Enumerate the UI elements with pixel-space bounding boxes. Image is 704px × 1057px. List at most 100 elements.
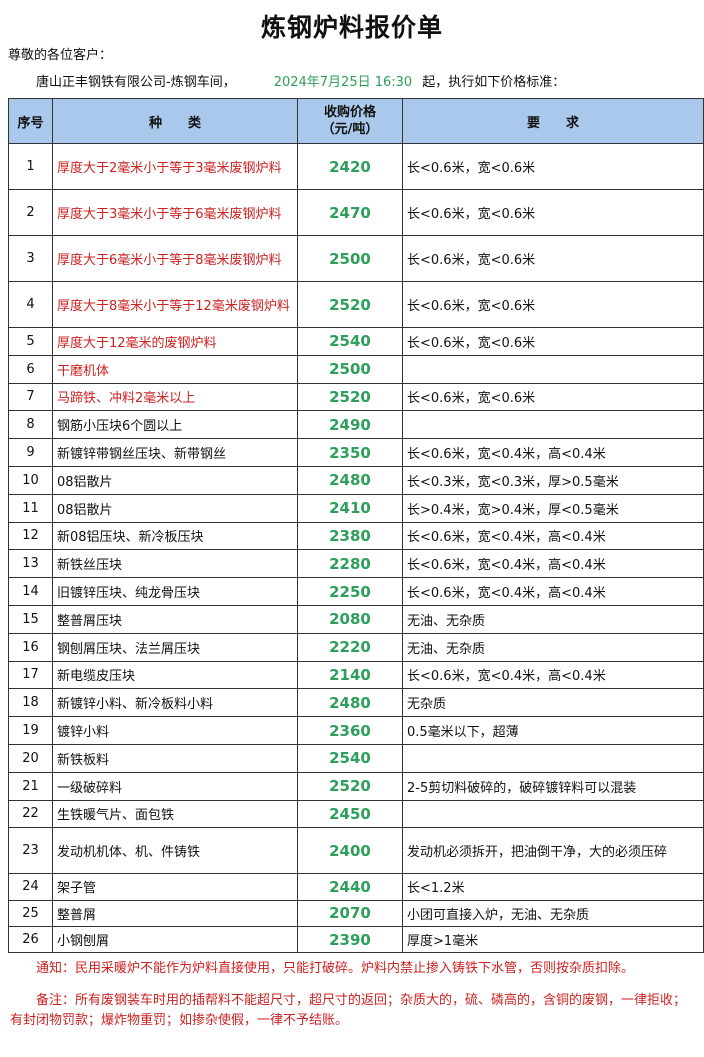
row-price: 2480 [297, 688, 403, 718]
row-type: 新镀锌带钢丝压块、新带钢丝 [52, 438, 298, 467]
row-index: 13 [8, 549, 53, 579]
row-index: 24 [8, 873, 53, 901]
row-index: 22 [8, 799, 53, 829]
row-index: 9 [8, 438, 53, 467]
remark-text: 备注：所有废钢装车时用的插帮料不能超尺寸，超尺寸的返回；杂质大的，硫、磷高的，含… [10, 993, 687, 1029]
row-index: 11 [8, 493, 53, 523]
row-requirement: 发动机必须拆开，把油倒干净，大的必须压碎 [402, 827, 704, 875]
table-row: 1 厚度大于2毫米小于等于3毫米废钢炉料 2420 长<0.6米，宽<0.6米 [8, 143, 704, 190]
company-name: 唐山正丰钢铁有限公司-炼钢车间， [36, 75, 236, 90]
notice-text: 通知：民用采暖炉不能作为炉料直接使用，只能打破碎。炉料内禁止掺入铸铁下水管，否则… [36, 961, 635, 977]
row-price: 2540 [297, 743, 403, 773]
row-price: 2440 [297, 873, 403, 901]
row-requirement: 长<0.6米，宽<0.4米，高<0.4米 [402, 660, 704, 690]
table-row: 10 08铝散片 2480 长<0.3米，宽<0.3米，厚>0.5毫米 [8, 465, 704, 495]
row-price: 2480 [297, 465, 403, 495]
row-requirement: 2-5剪切料破碎的，破碎镀锌料可以混装 [402, 771, 704, 801]
row-type: 新镀锌小料、新冷板料小料 [52, 688, 298, 718]
row-type: 厚度大于8毫米小于等于12毫米废钢炉料 [52, 281, 298, 328]
row-index: 1 [8, 143, 53, 190]
row-type: 钢刨屑压块、法兰屑压块 [52, 632, 298, 662]
table-row: 2 厚度大于3毫米小于等于6毫米废钢炉料 2470 长<0.6米，宽<0.6米 [8, 189, 704, 236]
row-price: 2390 [297, 925, 403, 954]
row-index: 17 [8, 660, 53, 690]
row-requirement: 长<0.6米，宽<0.6米 [402, 281, 704, 328]
row-requirement: 长<0.6米，宽<0.6米 [402, 143, 704, 190]
row-type: 小钢刨屑 [52, 925, 298, 954]
row-index: 20 [8, 743, 53, 773]
row-index: 2 [8, 189, 53, 236]
row-type: 厚度大于6毫米小于等于8毫米废钢炉料 [52, 235, 298, 282]
table-row: 22 生铁暖气片、面包铁 2450 [8, 799, 704, 829]
effective-datetime: 2024年7月25日 16:30 [273, 75, 413, 90]
row-type: 整普屑压块 [52, 604, 298, 634]
row-type: 厚度大于12毫米的废钢炉料 [52, 327, 298, 356]
row-price: 2400 [297, 827, 403, 875]
row-index: 25 [8, 899, 53, 927]
row-index: 12 [8, 521, 53, 551]
table-row: 25 整普屑 2070 小团可直接入炉，无油、无杂质 [8, 899, 704, 927]
table-row: 26 小钢刨屑 2390 厚度>1毫米 [8, 925, 704, 954]
table-row: 19 镀锌小料 2360 0.5毫米以下，超薄 [8, 716, 704, 745]
row-requirement [402, 743, 704, 773]
row-index: 21 [8, 771, 53, 801]
row-type: 新08铝压块、新冷板压块 [52, 521, 298, 551]
table-row: 14 旧镀锌压块、纯龙骨压块 2250 长<0.6米，宽<0.4米，高<0.4米 [8, 577, 704, 606]
table-row: 4 厚度大于8毫米小于等于12毫米废钢炉料 2520 长<0.6米，宽<0.6米 [8, 281, 704, 328]
row-type: 新铁板料 [52, 743, 298, 773]
row-requirement [402, 354, 704, 384]
table-row: 7 马蹄铁、冲料2毫米以上 2520 长<0.6米，宽<0.6米 [8, 382, 704, 412]
header-price: 收购价格 （元/吨） [297, 98, 403, 144]
row-price: 2070 [297, 899, 403, 927]
row-price: 2410 [297, 493, 403, 523]
row-requirement: 厚度>1毫米 [402, 925, 704, 954]
row-price: 2220 [297, 632, 403, 662]
table-row: 13 新铁丝压块 2280 长<0.6米，宽<0.4米，高<0.4米 [8, 549, 704, 579]
row-type: 厚度大于3毫米小于等于6毫米废钢炉料 [52, 189, 298, 236]
row-index: 18 [8, 688, 53, 718]
row-price: 2520 [297, 771, 403, 801]
row-requirement: 无油、无杂质 [402, 604, 704, 634]
row-price: 2280 [297, 549, 403, 579]
header-requirement: 要 求 [402, 98, 704, 144]
header-index: 序号 [8, 98, 53, 144]
row-type: 钢筋小压块6个圆以上 [52, 410, 298, 440]
table-row: 16 钢刨屑压块、法兰屑压块 2220 无油、无杂质 [8, 632, 704, 662]
row-index: 16 [8, 632, 53, 662]
row-requirement: 长<1.2米 [402, 873, 704, 901]
row-index: 5 [8, 327, 53, 356]
row-requirement: 无杂质 [402, 688, 704, 718]
row-requirement: 长<0.6米，宽<0.6米 [402, 327, 704, 356]
row-type: 厚度大于2毫米小于等于3毫米废钢炉料 [52, 143, 298, 190]
row-requirement: 长<0.6米，宽<0.6米 [402, 235, 704, 282]
row-index: 8 [8, 410, 53, 440]
row-requirement: 长<0.6米，宽<0.4米，高<0.4米 [402, 549, 704, 579]
row-requirement: 长<0.3米，宽<0.3米，厚>0.5毫米 [402, 465, 704, 495]
table-row: 3 厚度大于6毫米小于等于8毫米废钢炉料 2500 长<0.6米，宽<0.6米 [8, 235, 704, 282]
row-type: 旧镀锌压块、纯龙骨压块 [52, 577, 298, 606]
table-header: 序号 种 类 收购价格 （元/吨） 要 求 [8, 98, 704, 144]
table-row: 6 干磨机体 2500 [8, 354, 704, 384]
row-type: 架子管 [52, 873, 298, 901]
row-price: 2420 [297, 143, 403, 190]
table-row: 20 新铁板料 2540 [8, 743, 704, 773]
row-requirement: 长>0.4米，宽>0.4米，厚<0.5毫米 [402, 493, 704, 523]
row-price: 2520 [297, 281, 403, 328]
row-type: 干磨机体 [52, 354, 298, 384]
table-row: 17 新电缆皮压块 2140 长<0.6米，宽<0.4米，高<0.4米 [8, 660, 704, 690]
table-row: 18 新镀锌小料、新冷板料小料 2480 无杂质 [8, 688, 704, 718]
row-requirement: 长<0.6米，宽<0.4米，高<0.4米 [402, 577, 704, 606]
row-type: 发动机机体、机、件铸铁 [52, 827, 298, 875]
row-price: 2540 [297, 327, 403, 356]
row-index: 4 [8, 281, 53, 328]
row-price: 2380 [297, 521, 403, 551]
row-type: 整普屑 [52, 899, 298, 927]
table-row: 12 新08铝压块、新冷板压块 2380 长<0.6米，宽<0.4米，高<0.4米 [8, 521, 704, 551]
row-requirement: 长<0.6米，宽<0.6米 [402, 189, 704, 236]
row-price: 2450 [297, 799, 403, 829]
row-type: 一级破碎料 [52, 771, 298, 801]
header-type: 种 类 [52, 98, 298, 144]
row-requirement: 长<0.6米，宽<0.4米，高<0.4米 [402, 521, 704, 551]
page-title: 炼钢炉料报价单 [260, 13, 443, 42]
row-type: 新电缆皮压块 [52, 660, 298, 690]
